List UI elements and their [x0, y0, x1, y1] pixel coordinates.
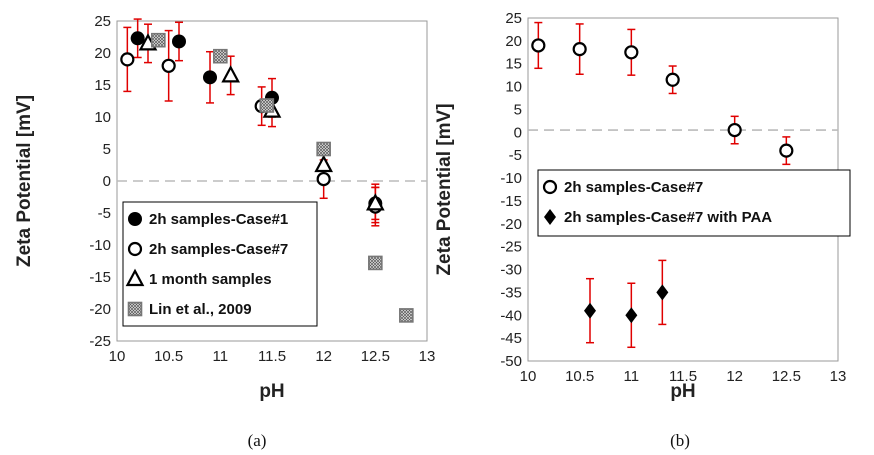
y-tick-label-b: -50 — [500, 353, 522, 370]
data-point-a-series-3 — [259, 98, 275, 113]
y-tick-label-b: -40 — [500, 307, 522, 324]
y-tick-label-b: -25 — [500, 239, 522, 256]
y-tick-label-a: -25 — [89, 333, 111, 350]
y-tick-label-b: -10 — [500, 170, 522, 187]
data-point-a-series-3 — [213, 48, 228, 64]
x-tick-label-b: 12.5 — [772, 368, 801, 385]
x-tick-label-a: 10.5 — [154, 348, 183, 365]
x-tick-label-a: 13 — [419, 348, 436, 365]
data-point-a-series-3 — [151, 32, 166, 48]
y-tick-label-b: 20 — [505, 33, 522, 50]
y-tick-label-a: 15 — [94, 77, 111, 94]
y-tick-label-a: -15 — [89, 269, 111, 286]
y-tick-label-a: 5 — [103, 141, 111, 158]
data-point-a-series-2 — [221, 65, 241, 83]
y-tick-label-b: 15 — [505, 56, 522, 73]
y-tick-label-b: -20 — [500, 216, 522, 233]
legend-label-a-0: 2h samples-Case#1 — [149, 211, 288, 228]
data-point-b-series-1 — [584, 302, 596, 319]
y-tick-label-a: 0 — [103, 173, 111, 190]
x-axis-label-b: pH — [670, 381, 695, 402]
data-point-b-series-1 — [656, 284, 669, 301]
data-point-b-series-0 — [624, 45, 639, 60]
y-tick-label-b: 0 — [514, 124, 522, 141]
data-point-a-series-2 — [314, 154, 334, 173]
y-tick-label-b: -35 — [500, 284, 522, 301]
data-point-a-series-3 — [399, 308, 414, 323]
x-tick-label-a: 10 — [109, 348, 126, 365]
y-tick-label-b: -5 — [509, 147, 522, 164]
legend-label-b-0: 2h samples-Case#7 — [564, 179, 703, 196]
x-tick-label-b: 10.5 — [565, 368, 594, 385]
caption-a: (a) — [248, 431, 267, 450]
x-tick-label-a: 12.5 — [361, 348, 390, 365]
data-point-b-series-0 — [572, 41, 587, 57]
y-axis-label-b: Zeta Potential [mV] — [434, 103, 455, 275]
y-axis-label-a: Zeta Potential [mV] — [14, 95, 35, 267]
data-point-a-series-1 — [120, 52, 135, 67]
legend-marker-b-1 — [544, 209, 556, 225]
data-point-b-series-0 — [665, 72, 680, 87]
y-tick-label-a: 10 — [94, 109, 111, 126]
legend-marker-a-2 — [125, 268, 145, 287]
data-point-b-series-1 — [625, 307, 638, 324]
data-point-a-series-0 — [172, 34, 186, 49]
x-tick-label-b: 10 — [520, 368, 537, 385]
y-tick-label-b: 5 — [514, 101, 522, 118]
legend-marker-a-3 — [127, 301, 143, 317]
caption-b: (b) — [670, 431, 690, 450]
y-tick-label-a: 20 — [94, 45, 111, 62]
y-tick-label-a: -20 — [89, 301, 111, 318]
legend-label-b-1: 2h samples-Case#7 with PAA — [564, 209, 772, 226]
y-tick-label-a: -10 — [89, 237, 111, 254]
x-axis-label-a: pH — [259, 381, 284, 402]
data-point-a-series-1 — [316, 171, 331, 187]
legend-box-b — [537, 169, 851, 237]
data-point-a-series-0 — [203, 70, 217, 85]
data-point-a-series-3 — [316, 141, 331, 157]
x-tick-label-b: 11 — [624, 368, 640, 385]
data-point-a-series-1 — [161, 58, 176, 73]
legend-marker-a-1 — [127, 241, 143, 257]
y-tick-label-b: 25 — [505, 10, 522, 27]
x-tick-label-b: 11.5 — [669, 368, 697, 385]
data-point-a-series-3 — [368, 255, 383, 271]
y-tick-label-a: 25 — [94, 13, 111, 30]
y-tick-label-b: -15 — [500, 193, 522, 210]
data-point-b-series-0 — [531, 38, 546, 53]
x-tick-label-b: 12 — [726, 368, 743, 385]
y-tick-label-a: -5 — [98, 205, 111, 222]
legend-label-a-1: 2h samples-Case#7 — [149, 241, 288, 258]
x-tick-label-a: 12 — [315, 348, 332, 365]
legend-label-a-3: Lin et al., 2009 — [149, 301, 252, 318]
legend-marker-a-0 — [128, 212, 142, 226]
legend-label-a-2: 1 month samples — [149, 271, 272, 288]
data-point-b-series-0 — [727, 122, 742, 138]
y-tick-label-b: -30 — [500, 262, 522, 279]
y-tick-label-b: 10 — [505, 79, 522, 96]
legend-box-a — [122, 201, 318, 327]
data-point-a-series-2 — [365, 193, 385, 211]
data-point-b-series-0 — [779, 143, 794, 158]
data-point-a-series-0 — [130, 31, 145, 46]
x-tick-label-b: 13 — [830, 368, 847, 385]
x-tick-label-a: 11 — [213, 348, 229, 365]
legend-marker-b-0 — [542, 179, 558, 195]
chart-panel-b: 2520151050-5-10-15-20-25-30-35-40-45-501… — [434, 10, 851, 402]
y-tick-label-b: -45 — [500, 330, 522, 347]
x-tick-label-a: 11.5 — [258, 348, 286, 365]
